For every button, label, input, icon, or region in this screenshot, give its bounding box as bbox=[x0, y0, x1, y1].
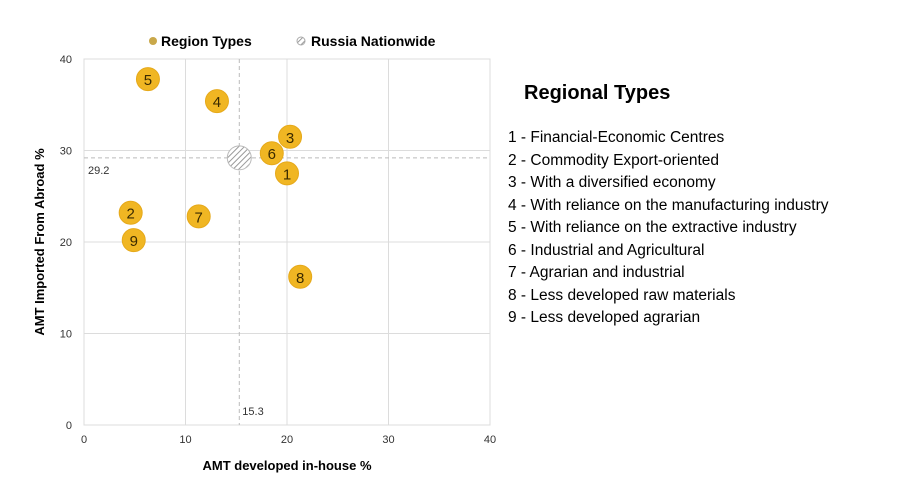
data-point-5 bbox=[135, 67, 160, 92]
data-point-russia-nationwide bbox=[226, 145, 252, 171]
data-point-label: 5 bbox=[144, 72, 152, 89]
data-point-label: 9 bbox=[130, 233, 138, 250]
regional-types-legend: Regional Types 1 - Financial-Economic Ce… bbox=[508, 82, 829, 330]
legend-item: 6 - Industrial and Agricultural bbox=[508, 241, 705, 259]
legend-item: 3 - With a diversified economy bbox=[508, 174, 716, 191]
y-tick-label: 30 bbox=[60, 146, 72, 158]
legend-item: 1 - Financial-Economic Centres bbox=[508, 129, 725, 146]
y-axis-label: AMT Imported From Abroad % bbox=[32, 148, 47, 336]
data-point-9 bbox=[121, 228, 146, 253]
reference-label-y: 29.2 bbox=[88, 165, 109, 177]
legend-item: 7 - Agrarian and industrial bbox=[508, 264, 685, 281]
legend-item: 2 - Commodity Export-oriented bbox=[508, 151, 720, 169]
x-tick-label: 20 bbox=[281, 434, 293, 446]
x-tick-label: 10 bbox=[179, 434, 191, 446]
y-tick-label: 40 bbox=[60, 54, 72, 66]
y-tick-label: 10 bbox=[60, 329, 72, 341]
reference-label-x: 15.3 bbox=[242, 406, 263, 418]
data-point-label: 4 bbox=[213, 94, 221, 111]
data-point-1 bbox=[275, 161, 299, 186]
y-tick-label: 20 bbox=[60, 237, 72, 249]
data-point-2 bbox=[118, 200, 143, 225]
legend-marker-region-types bbox=[149, 37, 157, 45]
legend-marker-russia-nationwide bbox=[296, 36, 306, 46]
data-point-label: 2 bbox=[127, 206, 135, 223]
x-tick-label: 40 bbox=[484, 434, 496, 446]
data-point-3 bbox=[278, 124, 303, 149]
legend-title: Regional Types bbox=[524, 82, 671, 104]
data-point-8 bbox=[288, 264, 313, 289]
data-point-7 bbox=[186, 204, 211, 229]
data-point-label: 6 bbox=[268, 146, 276, 163]
data-point-4 bbox=[204, 89, 229, 114]
x-tick-label: 30 bbox=[382, 434, 394, 446]
x-tick-label: 0 bbox=[81, 434, 87, 446]
legend-label-region-types: Region Types bbox=[161, 33, 252, 49]
data-point-label: 8 bbox=[296, 270, 304, 287]
x-axis-label: AMT developed in-house % bbox=[202, 458, 371, 473]
legend-label-russia-nationwide: Russia Nationwide bbox=[311, 33, 436, 49]
data-point-label: 3 bbox=[286, 130, 294, 147]
legend-item: 8 - Less developed raw materials bbox=[508, 286, 736, 304]
data-point-label: 7 bbox=[195, 209, 203, 226]
legend-item: 4 - With reliance on the manufacturing i… bbox=[508, 196, 829, 214]
data-point-6 bbox=[259, 141, 284, 166]
legend-item: 5 - With reliance on the extractive indu… bbox=[508, 219, 797, 236]
y-tick-label: 0 bbox=[66, 420, 72, 432]
data-point-label: 1 bbox=[283, 166, 291, 183]
legend-item: 9 - Less developed agrarian bbox=[508, 309, 701, 326]
